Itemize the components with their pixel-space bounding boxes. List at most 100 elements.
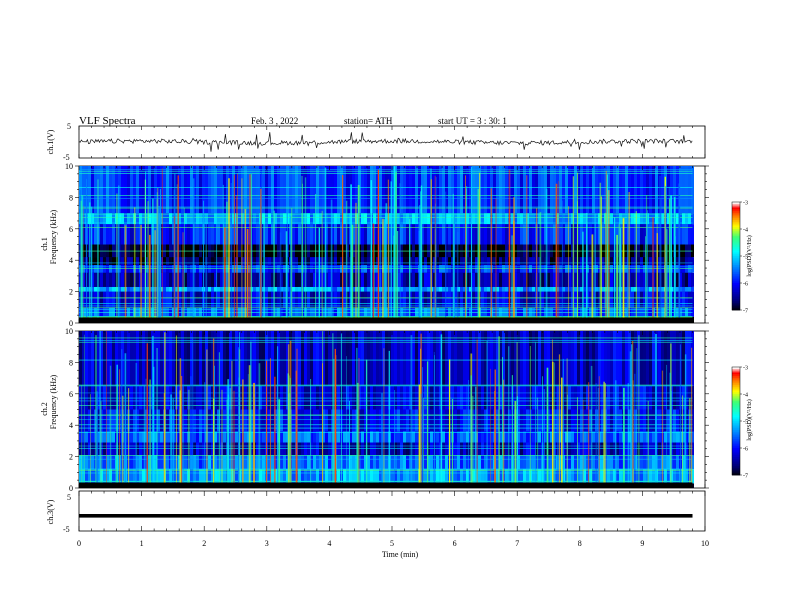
time-tick-label: 10	[701, 539, 709, 548]
spec-cell	[448, 224, 451, 245]
spec-cell	[283, 257, 286, 265]
freq-tick-label: 0	[69, 319, 73, 328]
spec-cell	[445, 469, 448, 484]
spec-cell	[514, 307, 517, 317]
spec-cell	[280, 331, 283, 386]
spec-cell	[415, 264, 418, 273]
spec-cell	[127, 286, 130, 292]
spec-cell	[190, 224, 193, 245]
spec-cell	[526, 385, 529, 410]
spec-cell	[643, 291, 646, 308]
spec-cell	[547, 385, 550, 410]
spec-cell	[343, 331, 346, 386]
spec-cell	[457, 431, 460, 443]
spec-cell	[274, 286, 277, 292]
spec-cell	[343, 431, 346, 443]
spec-cell	[361, 166, 364, 214]
spec-cell	[637, 272, 640, 287]
spec-cell	[448, 272, 451, 287]
colorbar-step	[732, 284, 740, 287]
spec-cell	[676, 307, 679, 317]
spec-cell	[682, 469, 685, 484]
colorbar-step	[732, 252, 740, 255]
spec-cell	[166, 385, 169, 410]
spec-cell	[601, 385, 604, 410]
spec-cell	[205, 331, 208, 386]
spec-cell	[430, 331, 433, 386]
spec-cell	[253, 264, 256, 273]
spec-cell	[145, 213, 148, 225]
spec-cell	[220, 291, 223, 308]
spec-cell	[583, 264, 586, 273]
spec-cell	[640, 409, 643, 432]
colorbar-step	[732, 236, 740, 239]
spec-cell	[442, 455, 445, 470]
spec-cell	[406, 409, 409, 432]
spec-cell	[640, 213, 643, 225]
spec-cell	[601, 286, 604, 292]
spec-cell	[376, 272, 379, 287]
spec-cell	[397, 331, 400, 386]
spec-cell	[514, 264, 517, 273]
spec-cell	[295, 307, 298, 317]
spec-cell	[583, 455, 586, 470]
spec-cell	[553, 264, 556, 273]
spec-cell	[484, 331, 487, 386]
spec-cell	[307, 272, 310, 287]
spec-cell	[436, 257, 439, 265]
spec-cell	[631, 224, 634, 245]
spec-cell	[517, 286, 520, 292]
spec-cell	[418, 331, 421, 386]
spec-cell	[253, 213, 256, 225]
spec-cell	[400, 291, 403, 308]
spec-cell	[217, 272, 220, 287]
spec-cell	[415, 307, 418, 317]
spec-cell	[457, 166, 460, 214]
spec-cell	[160, 166, 163, 214]
spec-cell	[304, 331, 307, 386]
spec-cell	[274, 272, 277, 287]
spec-cell	[583, 272, 586, 287]
spec-cell	[166, 224, 169, 245]
spec-cell	[691, 264, 694, 273]
spec-cell	[238, 272, 241, 287]
spec-cell	[589, 272, 592, 287]
spec-cell	[325, 264, 328, 273]
spec-cell	[325, 469, 328, 484]
spec-cell	[454, 385, 457, 410]
spec-cell	[181, 166, 184, 214]
spec-cell	[634, 331, 637, 386]
spec-cell	[274, 307, 277, 317]
colorbar-step	[732, 401, 740, 404]
spec-cell	[334, 286, 337, 292]
colorbar-step	[732, 207, 740, 210]
spec-cell	[322, 257, 325, 265]
spec-cell	[376, 286, 379, 292]
spec-cell	[412, 213, 415, 225]
spec-cell	[421, 286, 424, 292]
spec-cell	[550, 455, 553, 470]
spec-cell	[676, 331, 679, 386]
spec-cell	[688, 224, 691, 245]
spec-cell	[601, 213, 604, 225]
spec-cell	[427, 224, 430, 245]
spec-cell	[106, 224, 109, 245]
spec-cell	[577, 469, 580, 484]
spec-cell	[526, 409, 529, 432]
spec-cell	[568, 166, 571, 214]
colorbar-step	[732, 433, 740, 436]
spec-cell	[682, 307, 685, 317]
spec-cell	[571, 257, 574, 265]
spec-cell	[343, 469, 346, 484]
spec-cell	[214, 166, 217, 214]
spec-cell	[211, 455, 214, 470]
time-tick-label: 9	[640, 539, 644, 548]
spec-cell	[253, 166, 256, 214]
spec-cell	[469, 286, 472, 292]
spec-cell	[511, 213, 514, 225]
spec-cell	[643, 286, 646, 292]
spec-cell	[196, 291, 199, 308]
spec-cell	[112, 166, 115, 214]
ch2-colorbar: -3-4-5-6-7 log(PSD)(V²/Hz)	[731, 366, 753, 480]
spec-cell	[517, 331, 520, 386]
